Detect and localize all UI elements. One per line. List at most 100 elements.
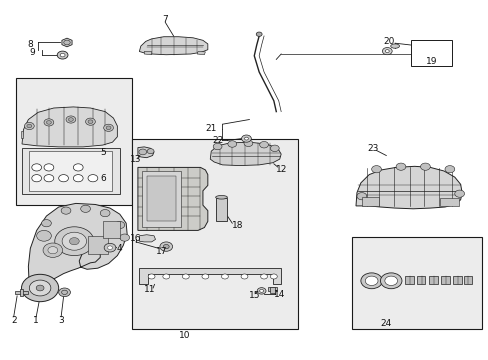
Circle shape [384, 276, 397, 285]
Circle shape [73, 164, 83, 171]
Circle shape [21, 274, 59, 302]
Bar [351, 237, 481, 329]
Text: 24: 24 [380, 320, 391, 328]
Bar [404, 276, 413, 284]
Circle shape [59, 288, 70, 297]
Circle shape [270, 145, 279, 152]
Circle shape [81, 205, 90, 212]
Circle shape [115, 221, 124, 229]
Polygon shape [28, 203, 127, 288]
Bar [361, 197, 378, 206]
Circle shape [270, 274, 277, 279]
Polygon shape [62, 38, 72, 47]
Circle shape [454, 190, 464, 197]
Text: 8: 8 [27, 40, 33, 49]
Polygon shape [22, 107, 117, 147]
Text: 4: 4 [117, 244, 122, 253]
Circle shape [163, 274, 169, 279]
Circle shape [36, 285, 44, 291]
Text: 19: 19 [425, 57, 437, 66]
Text: 12: 12 [275, 165, 286, 174]
Circle shape [221, 274, 228, 279]
Bar [410, 40, 451, 66]
Polygon shape [355, 166, 461, 209]
Text: 10: 10 [178, 331, 190, 340]
Circle shape [241, 274, 247, 279]
Bar [440, 276, 449, 284]
Circle shape [44, 119, 54, 126]
Bar [88, 236, 107, 254]
Circle shape [259, 141, 268, 148]
Bar [269, 287, 274, 293]
Text: 16: 16 [130, 234, 142, 243]
Circle shape [227, 141, 236, 147]
Circle shape [241, 135, 251, 142]
Circle shape [29, 280, 51, 296]
Circle shape [43, 243, 62, 257]
Bar [15, 291, 28, 294]
Circle shape [100, 210, 110, 217]
Circle shape [59, 175, 68, 182]
Circle shape [37, 230, 51, 241]
Circle shape [163, 244, 169, 249]
Text: 1: 1 [33, 316, 39, 325]
Circle shape [24, 122, 34, 130]
Text: 11: 11 [143, 285, 155, 294]
Text: 20: 20 [382, 37, 394, 46]
Circle shape [356, 193, 366, 200]
Circle shape [444, 166, 454, 173]
Polygon shape [22, 148, 120, 194]
Circle shape [44, 175, 54, 182]
Circle shape [66, 116, 76, 123]
Circle shape [371, 166, 381, 173]
Bar [267, 287, 276, 291]
Circle shape [120, 234, 129, 241]
Circle shape [360, 273, 382, 289]
Circle shape [27, 124, 32, 128]
Circle shape [256, 32, 262, 36]
Text: 9: 9 [29, 48, 35, 57]
Circle shape [63, 40, 70, 45]
Bar [142, 171, 181, 227]
Text: 22: 22 [211, 136, 223, 145]
Bar [416, 276, 425, 284]
Circle shape [55, 227, 94, 256]
Circle shape [61, 290, 67, 294]
Bar [16, 78, 132, 205]
Polygon shape [29, 151, 112, 191]
Polygon shape [139, 37, 207, 55]
Circle shape [48, 247, 58, 254]
Circle shape [213, 143, 222, 150]
Circle shape [46, 121, 51, 124]
Circle shape [32, 175, 41, 182]
Circle shape [380, 273, 401, 289]
Circle shape [365, 276, 377, 285]
Circle shape [68, 118, 73, 121]
Circle shape [106, 126, 111, 130]
Text: 2: 2 [11, 316, 17, 325]
Circle shape [61, 207, 71, 214]
Polygon shape [144, 51, 151, 55]
Circle shape [160, 242, 172, 251]
Bar [216, 198, 226, 221]
Ellipse shape [390, 44, 399, 48]
Circle shape [420, 163, 429, 170]
Bar [20, 289, 23, 296]
Bar [102, 221, 120, 238]
Circle shape [32, 164, 41, 171]
Circle shape [62, 232, 86, 250]
Text: 3: 3 [58, 316, 64, 325]
Circle shape [44, 164, 54, 171]
Text: 5: 5 [100, 148, 105, 157]
Circle shape [260, 274, 267, 279]
Circle shape [88, 120, 93, 123]
Circle shape [104, 243, 116, 252]
Circle shape [257, 288, 265, 294]
Ellipse shape [215, 195, 227, 199]
Circle shape [382, 48, 391, 55]
Polygon shape [210, 142, 281, 166]
Polygon shape [20, 131, 23, 138]
Bar [452, 276, 461, 284]
Polygon shape [138, 147, 154, 158]
Bar [439, 198, 458, 206]
